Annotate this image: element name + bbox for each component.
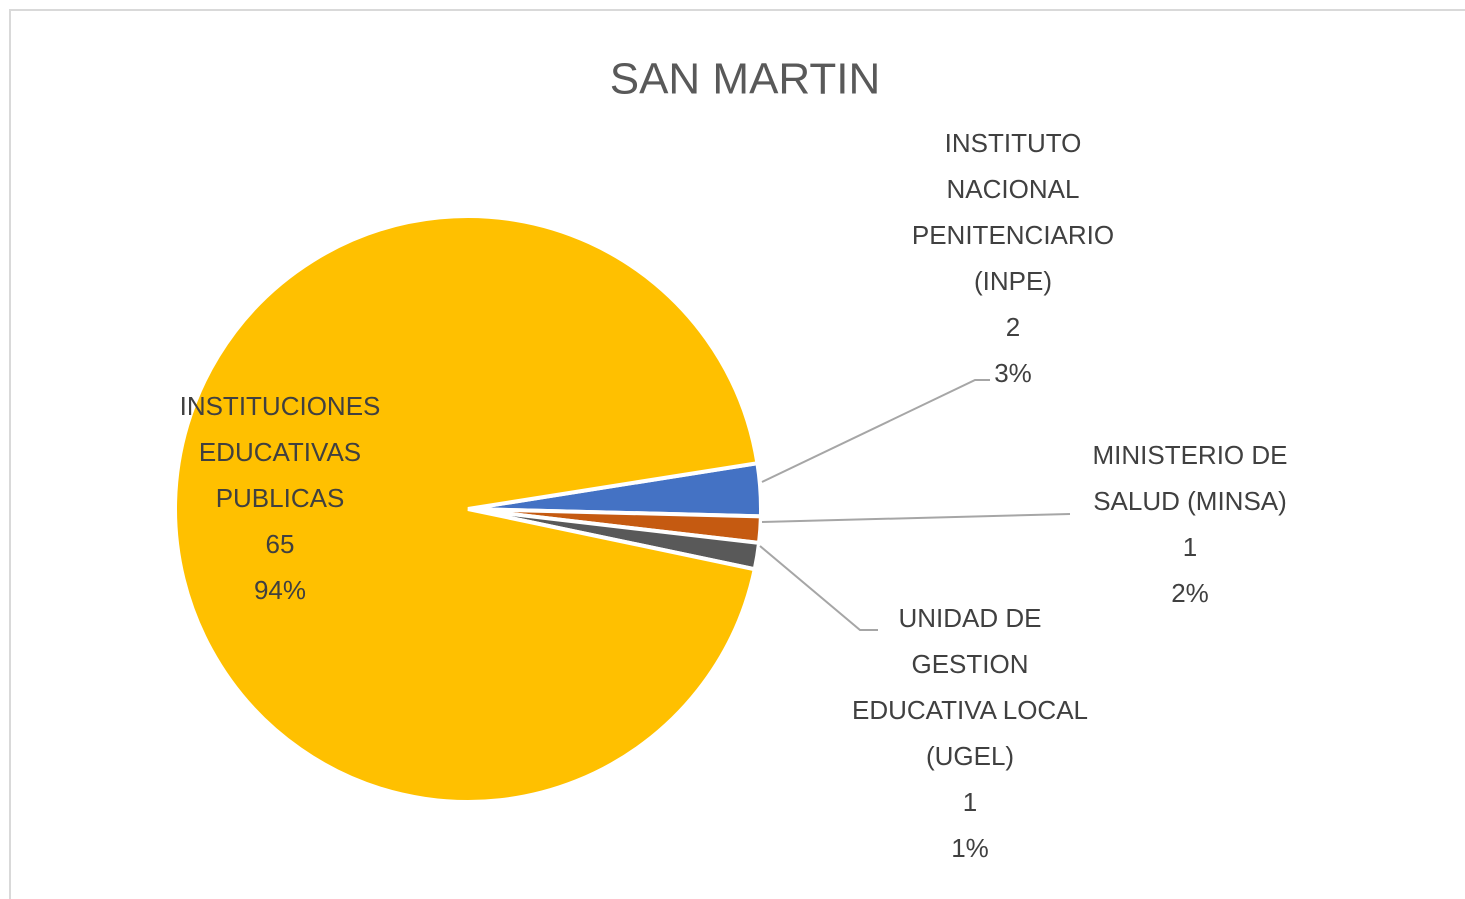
label-value: 1 bbox=[962, 787, 978, 817]
leader-line bbox=[761, 513, 1071, 523]
leader-line bbox=[759, 545, 878, 631]
slices bbox=[173, 214, 763, 804]
pie-slice bbox=[173, 214, 760, 804]
label-name: INSTITUTO NACIONAL PENITENCIARIO (INPE) bbox=[911, 128, 1115, 296]
label-value: 1 bbox=[1182, 532, 1198, 562]
label-name: MINISTERIO DE SALUD (MINSA) bbox=[1092, 440, 1288, 516]
label-percent: 2% bbox=[1171, 578, 1209, 608]
label-value: 2 bbox=[1005, 312, 1021, 342]
data-label: INSTITUTO NACIONAL PENITENCIARIO (INPE) … bbox=[883, 120, 1143, 396]
data-label: UNIDAD DE GESTION EDUCATIVA LOCAL (UGEL)… bbox=[850, 595, 1090, 871]
chart-title: SAN MARTIN bbox=[610, 55, 881, 104]
label-value: 65 bbox=[265, 529, 295, 559]
label-percent: 94% bbox=[253, 575, 307, 605]
data-label: INSTITUCIONES EDUCATIVAS PUBLICAS 65 94% bbox=[145, 383, 415, 613]
leader-line bbox=[761, 379, 990, 483]
data-label: MINISTERIO DE SALUD (MINSA) 1 2% bbox=[1060, 432, 1320, 616]
label-name: UNIDAD DE GESTION EDUCATIVA LOCAL (UGEL) bbox=[852, 603, 1088, 771]
chart-border bbox=[9, 9, 1465, 899]
label-percent: 1% bbox=[951, 833, 989, 863]
label-name: INSTITUCIONES EDUCATIVAS PUBLICAS bbox=[179, 391, 381, 513]
label-percent: 3% bbox=[994, 358, 1032, 388]
